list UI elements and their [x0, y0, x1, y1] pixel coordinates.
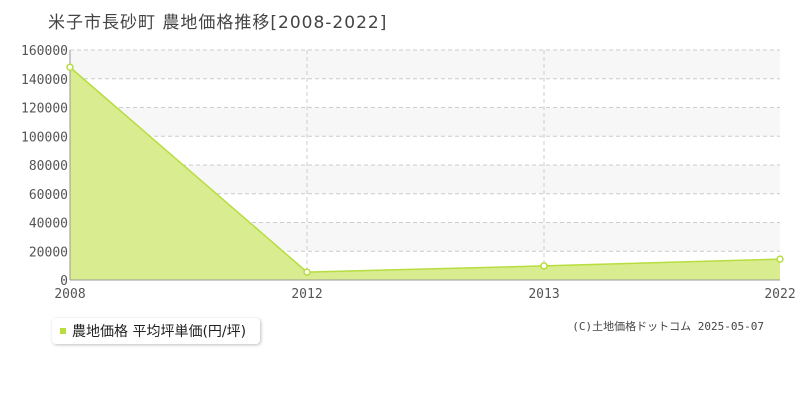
data-point: [776, 255, 784, 263]
grid-band: [70, 107, 780, 137]
area-chart: 0 20000 40000 60000 80000 100000 120000 140000 1…: [21, 44, 796, 302]
grid-band: [70, 50, 780, 79]
legend-swatch: [60, 328, 66, 334]
legend: 農地価格 平均坪単価(円/坪): [52, 318, 261, 344]
data-point: [66, 63, 74, 71]
x-tick-label: 2022: [764, 287, 795, 302]
x-tick-label: 2012: [291, 287, 322, 302]
y-tick-label: 100000: [21, 130, 68, 145]
chart-axes: [69, 50, 780, 281]
vertical-gridlines: [306, 50, 545, 280]
x-tick-label: 2013: [528, 287, 559, 302]
chart-title: 米子市長砂町 農地価格推移[2008-2022]: [48, 13, 388, 33]
x-tick-label: 2008: [54, 287, 85, 302]
y-tick-label: 120000: [21, 102, 68, 117]
series-line: [69, 66, 781, 273]
series-area-fill: [70, 67, 780, 280]
y-tick-label: 0: [60, 274, 68, 289]
data-point: [303, 268, 311, 276]
legend-label: 農地価格 平均坪単価(円/坪): [72, 324, 247, 340]
y-tick-label: 60000: [29, 188, 68, 203]
data-point: [540, 262, 548, 270]
horizontal-gridlines: [70, 49, 780, 252]
y-tick-label: 80000: [29, 159, 68, 174]
x-tick-labels: 2008 2012 2013 2022: [54, 287, 795, 302]
series-points: [66, 63, 784, 276]
y-tick-label: 40000: [29, 217, 68, 232]
y-tick-label: 20000: [29, 245, 68, 260]
y-tick-label: 140000: [21, 73, 68, 88]
series-area: [69, 66, 781, 280]
copyright-text: (C)土地価格ドットコム 2025-05-07: [572, 320, 764, 333]
y-tick-labels: 0 20000 40000 60000 80000 100000 120000 140000 1…: [21, 44, 68, 289]
y-tick-label: 160000: [21, 44, 68, 59]
